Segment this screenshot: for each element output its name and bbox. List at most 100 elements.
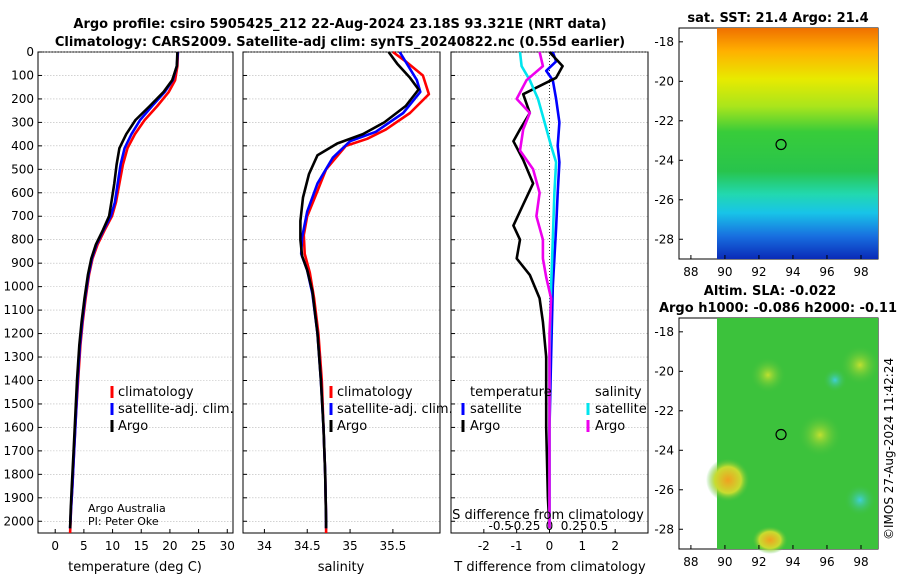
- sla-moderate-anomaly: [798, 413, 842, 457]
- x-tick-label: 1: [579, 539, 587, 553]
- depth-tick-labels: 0 100 200 300 400 500 600 700 800 900 1000 1100 1200…: [3, 45, 34, 528]
- legend-salinity-title: salinity: [595, 385, 642, 400]
- x-tick-label: 34.5: [294, 539, 321, 553]
- x-tick-label: 30: [220, 539, 235, 553]
- sla-low-anomaly: [844, 484, 876, 516]
- temperature-axes-frame: [38, 52, 233, 533]
- sla-map-subtitle: Argo h1000: -0.086 h2000: -0.11: [659, 301, 897, 316]
- x-tick-label: -2: [478, 539, 490, 553]
- depth-tick-label: 1400: [3, 373, 34, 387]
- lat-tick-label: -24: [654, 153, 674, 167]
- lon-tick-label: 88: [683, 555, 698, 569]
- x-tick-label: -1: [511, 539, 523, 553]
- legend-argo-label: Argo: [337, 419, 367, 434]
- depth-tick-label: 0: [26, 45, 34, 59]
- lat-tick-label: -28: [654, 232, 674, 246]
- difference-panel: -2 -1 0 1 2 -0.5-0.25 0 0.25 0.5 S difference f…: [451, 52, 648, 575]
- sla-high-anomaly: [706, 458, 750, 502]
- x-tick-label: 20: [162, 539, 177, 553]
- lat-tick-label: -26: [654, 483, 674, 497]
- lat-tick-label: -26: [654, 193, 674, 207]
- depth-tick-label: 400: [11, 139, 34, 153]
- x-tick-label: 0: [51, 539, 59, 553]
- lon-tick-label: 90: [717, 265, 732, 279]
- x-tick-label: 2: [611, 539, 619, 553]
- salinity-panel: 34 34.5 35 35.5 salinity climatology satell…: [243, 52, 453, 575]
- x-tick-label: 5: [80, 539, 88, 553]
- lat-tick-label: -20: [654, 364, 674, 378]
- lat-tick-label: -18: [654, 35, 674, 49]
- sla-map-panel: Altim. SLA: -0.022 Argo h1000: -0.086 h2…: [654, 284, 897, 569]
- lon-tick-label: 96: [819, 265, 834, 279]
- lat-tick-label: -22: [654, 404, 674, 418]
- lon-tick-label: 98: [853, 555, 868, 569]
- t-difference-xlabel: T difference from climatology: [453, 560, 646, 575]
- lon-tick-label: 90: [717, 555, 732, 569]
- x-tick-label: 15: [134, 539, 149, 553]
- timestamp: ©IMOS 27-Aug-2024 11:42:24: [882, 358, 896, 540]
- depth-tick-label: 300: [11, 115, 34, 129]
- lon-tick-label: 92: [751, 265, 766, 279]
- depth-tick-label: 200: [11, 92, 34, 106]
- sla-low-anomaly: [823, 368, 847, 392]
- depth-tick-label: 2000: [3, 514, 34, 528]
- depth-tick-label: 1100: [3, 303, 34, 317]
- credit-line2: PI: Peter Oke: [88, 515, 159, 528]
- depth-tick-label: 1300: [3, 350, 34, 364]
- salinity-axes-frame: [243, 52, 440, 533]
- depth-tick-label: 1600: [3, 420, 34, 434]
- lon-tick-label: 88: [683, 265, 698, 279]
- depth-tick-label: 800: [11, 233, 34, 247]
- x-tick-label: 34: [257, 539, 272, 553]
- argo-profile-figure: Argo profile: csiro 5905425_212 22-Aug-2…: [0, 0, 900, 580]
- depth-tick-label: 1000: [3, 280, 34, 294]
- lon-tick-label: 94: [785, 555, 800, 569]
- sla-moderate-anomaly: [750, 357, 786, 393]
- lon-tick-label: 94: [785, 265, 800, 279]
- figure-title-line1: Argo profile: csiro 5905425_212 22-Aug-2…: [73, 17, 606, 32]
- lon-tick-label: 92: [751, 555, 766, 569]
- legend-s-argo-label: Argo: [595, 419, 625, 434]
- sst-map-panel: sat. SST: 21.4 Argo: 21.4 88 90 92 94 96 98 -1…: [654, 11, 878, 279]
- sst-field: [717, 28, 878, 259]
- lat-tick-label: -24: [654, 443, 674, 457]
- depth-tick-label: 700: [11, 209, 34, 223]
- depth-tick-label: 1800: [3, 467, 34, 481]
- x-tick-label: 0: [546, 539, 554, 553]
- legend-argo-label: Argo: [118, 419, 148, 434]
- depth-tick-label: 100: [11, 68, 34, 82]
- sla-high-anomaly: [752, 526, 788, 554]
- lat-tick-label: -18: [654, 325, 674, 339]
- legend-satellite-label: satellite-adj. clim.: [337, 402, 453, 417]
- legend-temperature-title: temperature: [470, 385, 552, 400]
- sla-map-title: Altim. SLA: -0.022: [704, 284, 836, 299]
- lon-tick-label: 96: [819, 555, 834, 569]
- x-tick-label: 35: [342, 539, 357, 553]
- lat-tick-label: -28: [654, 522, 674, 536]
- depth-tick-label: 1200: [3, 327, 34, 341]
- legend-t-argo-label: Argo: [470, 419, 500, 434]
- lat-tick-label: -20: [654, 74, 674, 88]
- legend-climatology-label: climatology: [118, 385, 194, 400]
- credit-line1: Argo Australia: [88, 502, 166, 515]
- depth-tick-label: 900: [11, 256, 34, 270]
- temperature-panel: 0100200300400500600700800900100011001200…: [3, 45, 234, 575]
- legend-s-satellite-label: satellite: [595, 402, 647, 417]
- depth-tick-label: 1700: [3, 444, 34, 458]
- figure-title-line2: Climatology: CARS2009. Satellite-adj cli…: [55, 35, 625, 50]
- depth-tick-label: 500: [11, 162, 34, 176]
- sst-map-title: sat. SST: 21.4 Argo: 21.4: [687, 11, 868, 26]
- lon-tick-label: 98: [853, 265, 868, 279]
- depth-tick-label: 1500: [3, 397, 34, 411]
- x-tick-label: 25: [191, 539, 206, 553]
- x-tick-label: 35.5: [380, 539, 407, 553]
- temperature-xlabel: temperature (deg C): [68, 560, 202, 575]
- depth-tick-label: 600: [11, 186, 34, 200]
- legend-t-satellite-label: satellite: [470, 402, 522, 417]
- s-difference-label: S difference from climatology: [452, 508, 644, 523]
- depth-tick-label: 1900: [3, 491, 34, 505]
- legend-climatology-label: climatology: [337, 385, 413, 400]
- legend-satellite-label: satellite-adj. clim.: [118, 402, 234, 417]
- lat-tick-label: -22: [654, 114, 674, 128]
- salinity-xlabel: salinity: [318, 560, 365, 575]
